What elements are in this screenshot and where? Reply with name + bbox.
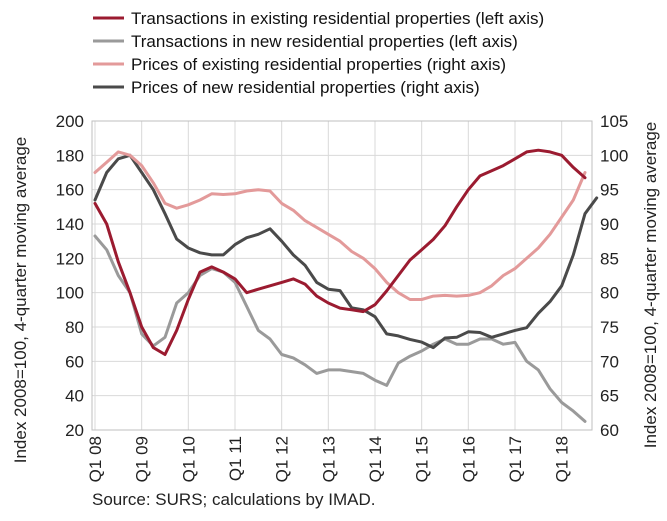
y-left-tick-label: 100 xyxy=(56,284,84,303)
y-axis-left-ticks: 20 40 60 80 100 120 140 160 180 200 xyxy=(56,112,84,440)
series-line xyxy=(93,150,587,301)
y-right-tick-label: 85 xyxy=(600,249,619,268)
x-tick-label: Q1 16 xyxy=(459,436,478,482)
series-lines xyxy=(93,148,599,423)
x-tick-label: Q1 14 xyxy=(366,436,385,482)
y-right-tick-label: 80 xyxy=(600,284,619,303)
y-right-tick-label: 60 xyxy=(600,421,619,440)
y-left-tick-label: 180 xyxy=(56,146,84,165)
legend-label: Transactions in new residential properti… xyxy=(131,32,518,51)
y-axis-right-title: Index 2008=100, 4-quarter moving average xyxy=(641,122,660,449)
x-axis-ticks: Q1 08 Q1 09 Q1 10 Q1 11 Q1 12 Q1 13 Q1 14 Q1 15… xyxy=(86,436,572,482)
series-line xyxy=(93,234,587,423)
x-tick-label: Q1 09 xyxy=(133,436,152,482)
y-right-tick-label: 75 xyxy=(600,318,619,337)
legend-label: Transactions in existing residential pro… xyxy=(131,9,544,28)
y-right-tick-label: 65 xyxy=(600,387,619,406)
series-line xyxy=(93,148,587,356)
y-axis-left-title: Index 2008=100, 4-quarter moving average xyxy=(11,137,30,464)
x-tick-label: Q1 18 xyxy=(553,436,572,482)
y-left-tick-label: 140 xyxy=(56,215,84,234)
plot-frame xyxy=(91,120,593,431)
y-right-tick-label: 100 xyxy=(600,146,628,165)
x-tick-label: Q1 15 xyxy=(413,436,432,482)
x-tick-label: Q1 11 xyxy=(226,436,245,481)
x-tick-label: Q1 08 xyxy=(86,436,105,482)
x-tick-label: Q1 10 xyxy=(179,436,198,482)
y-left-tick-label: 80 xyxy=(65,318,84,337)
y-right-tick-label: 70 xyxy=(600,352,619,371)
y-left-tick-label: 20 xyxy=(65,421,84,440)
y-right-tick-label: 95 xyxy=(600,181,619,200)
series-line xyxy=(93,153,599,350)
y-right-tick-label: 105 xyxy=(600,112,628,131)
legend: Transactions in existing residential pro… xyxy=(93,9,544,97)
y-left-tick-label: 160 xyxy=(56,181,84,200)
x-tick-label: Q1 17 xyxy=(506,436,525,482)
y-left-tick-label: 120 xyxy=(56,249,84,268)
x-tick-label: Q1 13 xyxy=(319,436,338,482)
gridlines xyxy=(92,120,592,431)
y-left-tick-label: 40 xyxy=(65,387,84,406)
source-note: Source: SURS; calculations by IMAD. xyxy=(92,490,376,509)
x-tick-label: Q1 12 xyxy=(273,436,292,482)
y-axis-right-ticks: 60 65 70 75 80 85 90 95 100 105 xyxy=(600,112,628,440)
y-left-tick-label: 200 xyxy=(56,112,84,131)
y-right-tick-label: 90 xyxy=(600,215,619,234)
legend-label: Prices of new residential properties (ri… xyxy=(131,78,480,97)
y-left-tick-label: 60 xyxy=(65,352,84,371)
legend-label: Prices of existing residential propertie… xyxy=(131,55,506,74)
